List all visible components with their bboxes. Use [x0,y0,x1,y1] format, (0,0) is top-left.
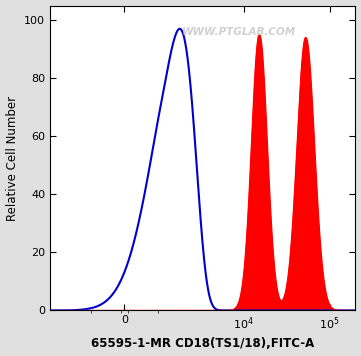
Y-axis label: Relative Cell Number: Relative Cell Number [5,95,18,221]
X-axis label: 65595-1-MR CD18(TS1/18),FITC-A: 65595-1-MR CD18(TS1/18),FITC-A [91,337,314,350]
Text: WWW.PTGLAB.COM: WWW.PTGLAB.COM [182,27,296,37]
